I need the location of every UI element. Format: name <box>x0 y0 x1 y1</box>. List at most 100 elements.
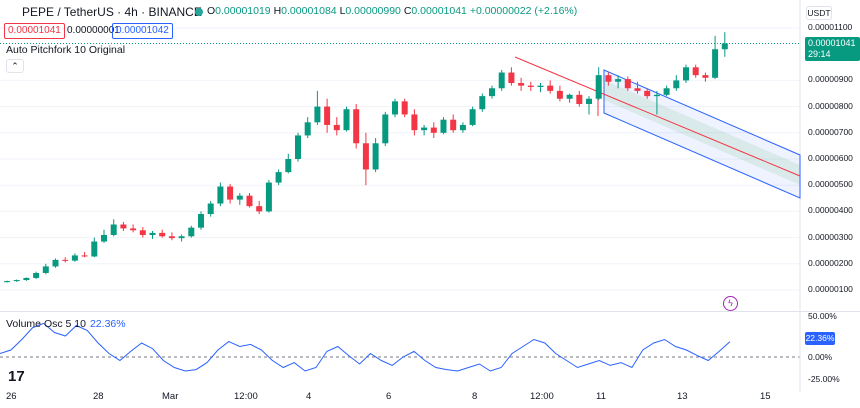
candle-body <box>227 186 234 200</box>
candle-body <box>149 232 156 235</box>
candle-body <box>188 227 195 237</box>
candle-body <box>556 90 563 99</box>
candle-body <box>653 94 660 97</box>
candle-body <box>450 119 457 131</box>
market-status-icon <box>195 8 203 16</box>
candle-body <box>615 79 622 82</box>
oscillator-value: 22.36% <box>89 318 126 330</box>
candle-body <box>702 75 709 78</box>
candle-body <box>207 203 214 215</box>
osc-series-line <box>0 322 731 372</box>
pitchfork-drawing <box>514 56 801 199</box>
candle-body <box>392 101 398 115</box>
candle-body <box>13 280 20 282</box>
time-tick: 12:00 <box>234 391 258 402</box>
currency-selector[interactable]: USDT <box>806 6 832 20</box>
osc-tick: 50.00% <box>808 311 837 321</box>
price-tick: 0.00000200 <box>808 257 853 268</box>
candle-body <box>23 277 30 281</box>
candle-body <box>71 255 78 261</box>
candle-body <box>421 127 428 131</box>
collapse-indicators-button[interactable]: ⌃ <box>6 59 24 73</box>
candle-body <box>576 94 583 104</box>
time-tick: 28 <box>93 391 104 402</box>
time-tick: 12:00 <box>530 391 554 402</box>
pitchfork-inner-band <box>604 80 800 185</box>
candle-body <box>353 109 360 144</box>
price-tick: 0.00000500 <box>808 179 853 190</box>
candle-body <box>430 127 437 133</box>
candle-body <box>33 272 40 278</box>
oscillator-value-tag: 22.36% <box>805 332 835 345</box>
candle-body <box>168 236 175 239</box>
price-tick: 0.00000100 <box>808 284 853 294</box>
candle-body <box>256 206 263 212</box>
candle-body <box>595 75 602 99</box>
candle-body <box>285 159 292 173</box>
oscillator-legend[interactable]: Volume Osc 5 10 22.36% <box>6 318 126 330</box>
candle-body <box>537 85 544 87</box>
candle-body <box>120 224 127 229</box>
candle-body <box>663 88 670 95</box>
time-tick: 6 <box>386 391 392 402</box>
candle-body <box>275 172 282 183</box>
candle-body <box>644 90 651 97</box>
flash-icon[interactable]: ϟ <box>723 296 738 311</box>
candle-body <box>683 67 689 81</box>
candle-body <box>721 43 728 50</box>
candle-body <box>489 88 495 97</box>
candle-body <box>81 255 88 257</box>
candle-body <box>217 186 224 204</box>
candle-body <box>566 94 573 99</box>
price-tick: 0.00000400 <box>808 205 853 216</box>
candle-body <box>304 122 311 136</box>
osc-tick: 0.00% <box>808 352 833 362</box>
candle-body <box>634 88 641 91</box>
price-tick: 0.00000700 <box>808 126 853 137</box>
symbol-title[interactable]: PEPE / TetherUS · 4h · BINANCE <box>22 5 202 19</box>
candle-body <box>42 266 49 273</box>
time-tick: 15 <box>760 391 771 402</box>
candle-body <box>62 259 69 261</box>
price-chart[interactable] <box>0 0 860 312</box>
pitchfork-indicator-label[interactable]: Auto Pitchfork 10 Original <box>6 44 126 56</box>
candle-body <box>4 281 10 283</box>
candle-body <box>624 79 631 89</box>
time-tick: 11 <box>596 391 606 402</box>
candle-body <box>236 195 243 200</box>
candle-body <box>198 214 204 228</box>
time-tick: 26 <box>6 391 17 402</box>
pitchfork-median-line <box>514 56 801 177</box>
candle-body <box>178 236 185 239</box>
tradingview-logo-icon[interactable]: 17 <box>8 368 25 385</box>
candle-body <box>324 106 331 125</box>
time-tick: 13 <box>677 391 688 402</box>
chevron-up-icon: ⌃ <box>11 61 19 71</box>
spread-value: 0.00000001 <box>67 25 120 36</box>
candle-body <box>498 72 505 89</box>
candle-body <box>101 234 107 242</box>
candle-body <box>692 67 699 76</box>
candle-body <box>712 49 719 78</box>
candle-body <box>469 109 476 125</box>
candle-body <box>295 135 301 159</box>
candle-body <box>130 228 137 231</box>
candle-body <box>411 114 418 131</box>
candle-body <box>673 80 680 89</box>
sell-button[interactable]: 0.00001041 <box>4 23 65 39</box>
candle-body <box>440 119 447 133</box>
price-tick: 0.00001100 <box>808 22 853 32</box>
time-tick: 4 <box>306 391 312 402</box>
candle-body <box>91 241 98 257</box>
change-value: +0.00000022 (+2.16%) <box>469 5 578 17</box>
price-tick: 0.00000900 <box>808 74 853 85</box>
candle-body <box>547 85 554 91</box>
candle-body <box>362 143 369 170</box>
candle-body <box>527 85 534 87</box>
price-tick: 0.00000800 <box>808 100 853 111</box>
buy-button[interactable]: 0.00001042 <box>112 23 173 39</box>
candle-body <box>605 75 612 82</box>
candle-body <box>401 101 408 115</box>
last-price-value: 0.00001041 <box>808 38 856 48</box>
volume-oscillator-chart[interactable] <box>0 312 860 392</box>
